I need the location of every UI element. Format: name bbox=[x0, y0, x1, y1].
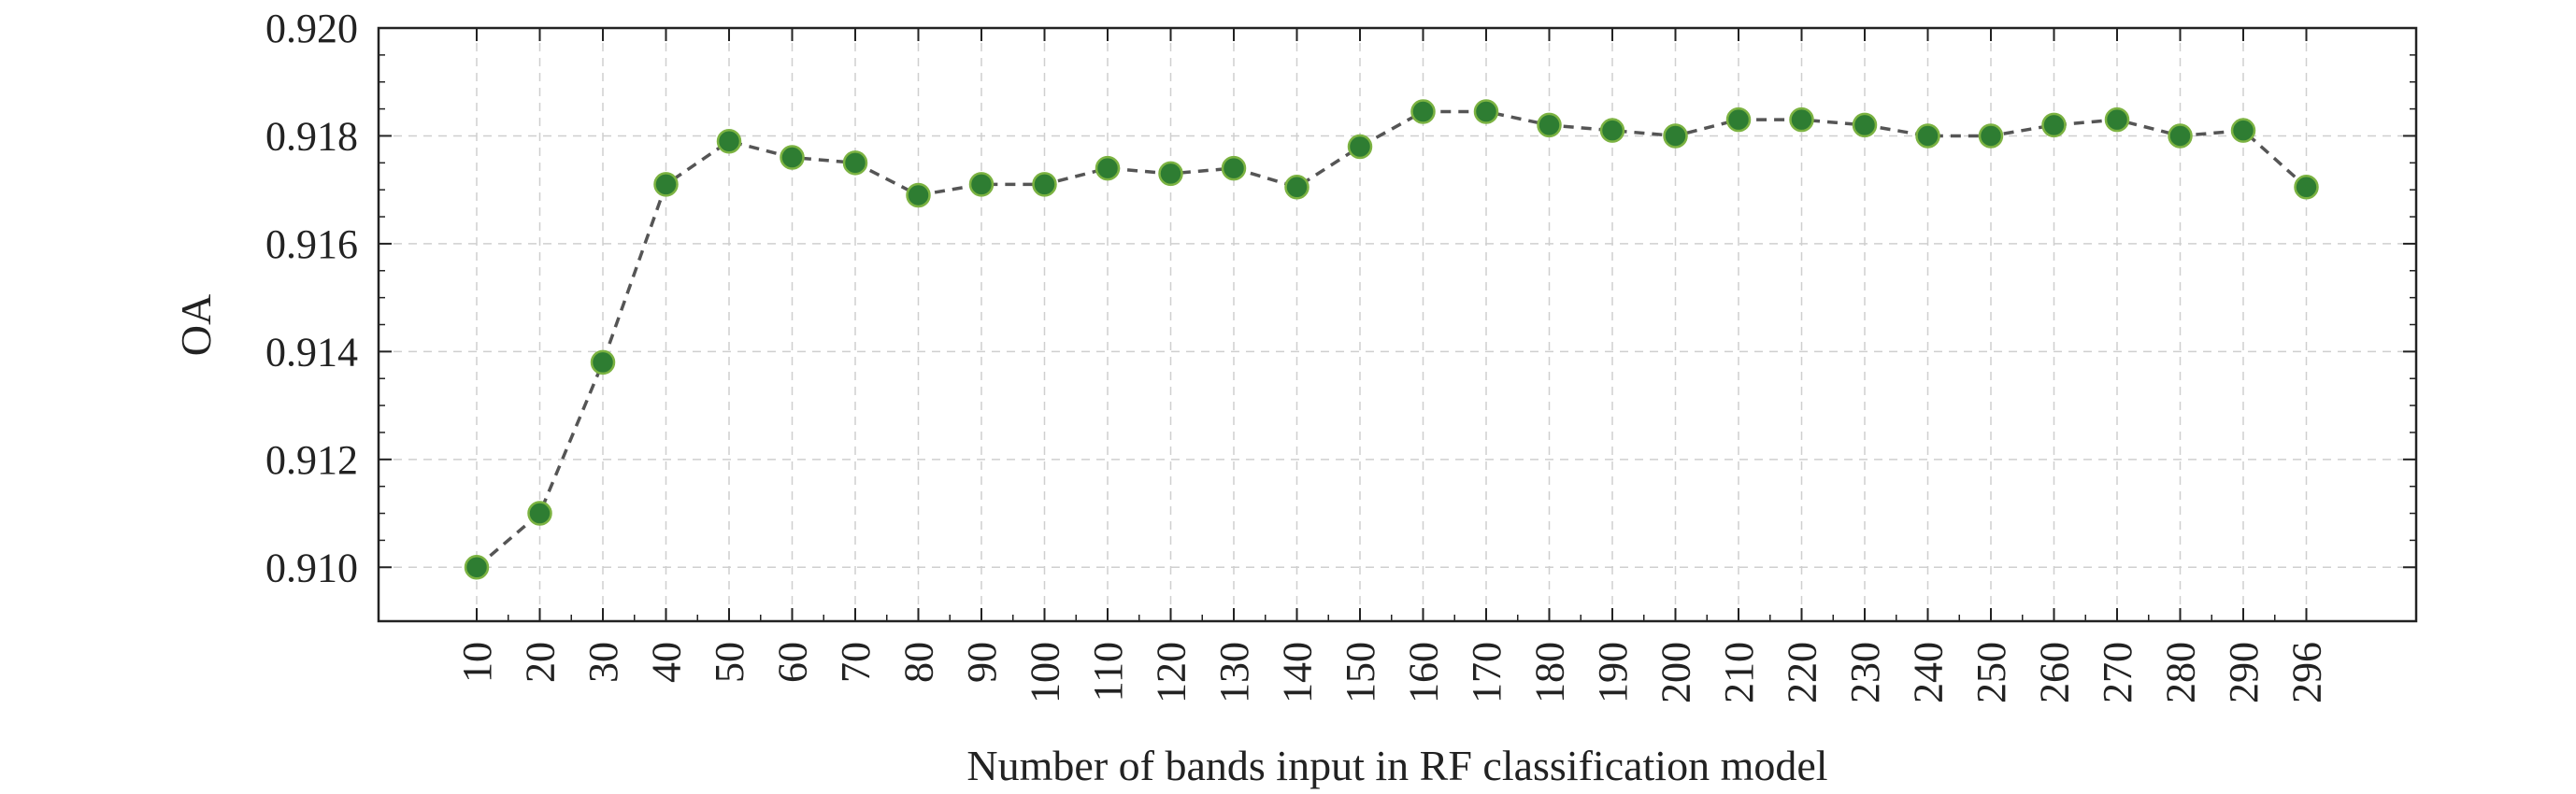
data-point bbox=[1032, 172, 1057, 197]
data-point bbox=[1284, 175, 1309, 200]
x-tick-label: 90 bbox=[959, 642, 1005, 683]
axis-ticks bbox=[379, 27, 2416, 621]
series-line bbox=[475, 109, 2308, 569]
y-tick-label: 0.916 bbox=[265, 221, 358, 267]
y-tick-labels: 0.910 0.912 0.914 0.916 0.918 0.920 bbox=[265, 6, 358, 590]
data-point bbox=[1978, 123, 2004, 149]
y-tick-label: 0.920 bbox=[265, 6, 358, 51]
y-tick-label: 0.914 bbox=[265, 329, 358, 375]
x-tick-label: 40 bbox=[644, 642, 690, 683]
x-tick-label: 240 bbox=[1906, 642, 1952, 703]
x-tick-labels: 10 20 30 40 50 60 70 80 90 100 110 120 130 140 150 160 1… bbox=[454, 642, 2330, 703]
data-point bbox=[906, 182, 931, 208]
data-point bbox=[464, 555, 490, 580]
data-point bbox=[1473, 99, 1499, 124]
x-tick-label: 260 bbox=[2032, 642, 2078, 703]
x-tick-label: 70 bbox=[833, 642, 879, 683]
x-tick-label: 180 bbox=[1527, 642, 1573, 703]
y-tick-label: 0.918 bbox=[265, 113, 358, 159]
data-point bbox=[590, 349, 616, 376]
data-point bbox=[2294, 175, 2319, 200]
data-point bbox=[716, 128, 742, 154]
data-point bbox=[780, 145, 805, 170]
x-tick-label: 100 bbox=[1023, 642, 1068, 703]
x-tick-label: 280 bbox=[2158, 642, 2204, 703]
y-axis-title: OA bbox=[172, 294, 220, 356]
grid-lines bbox=[379, 28, 2416, 621]
data-point bbox=[1347, 134, 1373, 160]
x-tick-label: 160 bbox=[1401, 642, 1447, 703]
y-tick-label: 0.910 bbox=[265, 545, 358, 590]
x-tick-label: 30 bbox=[580, 642, 626, 683]
data-point bbox=[1158, 161, 1183, 187]
x-axis-title: Number of bands input in RF classificati… bbox=[966, 742, 1827, 789]
data-point bbox=[1852, 112, 1878, 138]
data-point bbox=[1663, 123, 1688, 149]
x-tick-label: 150 bbox=[1338, 642, 1383, 703]
x-tick-label: 60 bbox=[770, 642, 816, 683]
data-point bbox=[1789, 106, 1814, 133]
x-tick-label: 80 bbox=[896, 642, 942, 683]
x-tick-label: 270 bbox=[2095, 642, 2140, 703]
data-point bbox=[1915, 123, 1940, 149]
data-point bbox=[2041, 112, 2067, 138]
x-tick-label: 210 bbox=[1716, 642, 1762, 703]
data-points bbox=[464, 99, 2319, 580]
x-tick-label: 110 bbox=[1085, 642, 1131, 702]
x-tick-label: 200 bbox=[1653, 642, 1699, 703]
data-point bbox=[2168, 123, 2193, 149]
data-point bbox=[1410, 99, 1436, 124]
data-point bbox=[653, 172, 679, 197]
x-tick-label: 20 bbox=[518, 642, 564, 683]
x-tick-label: 10 bbox=[454, 642, 500, 683]
x-tick-label: 140 bbox=[1275, 642, 1321, 703]
x-tick-label: 250 bbox=[1968, 642, 2014, 703]
data-point bbox=[2230, 118, 2256, 143]
x-tick-label: 220 bbox=[1780, 642, 1825, 703]
x-tick-label: 120 bbox=[1149, 642, 1195, 703]
data-point bbox=[1725, 106, 1752, 133]
x-tick-label: 170 bbox=[1464, 642, 1510, 703]
y-tick-label: 0.912 bbox=[265, 437, 358, 483]
data-point bbox=[1095, 155, 1121, 181]
data-point bbox=[842, 150, 868, 176]
x-tick-label: 230 bbox=[1842, 642, 1888, 703]
x-tick-label: 290 bbox=[2221, 642, 2267, 703]
x-tick-label: 130 bbox=[1211, 642, 1257, 703]
data-point bbox=[527, 501, 552, 526]
data-point bbox=[1537, 112, 1562, 138]
x-tick-label: 190 bbox=[1590, 642, 1636, 703]
data-point bbox=[1221, 155, 1247, 181]
x-tick-label: 296 bbox=[2284, 642, 2330, 703]
data-point bbox=[968, 172, 995, 197]
data-point bbox=[1599, 118, 1625, 143]
x-tick-label: 50 bbox=[707, 642, 752, 683]
data-point bbox=[2104, 106, 2130, 133]
